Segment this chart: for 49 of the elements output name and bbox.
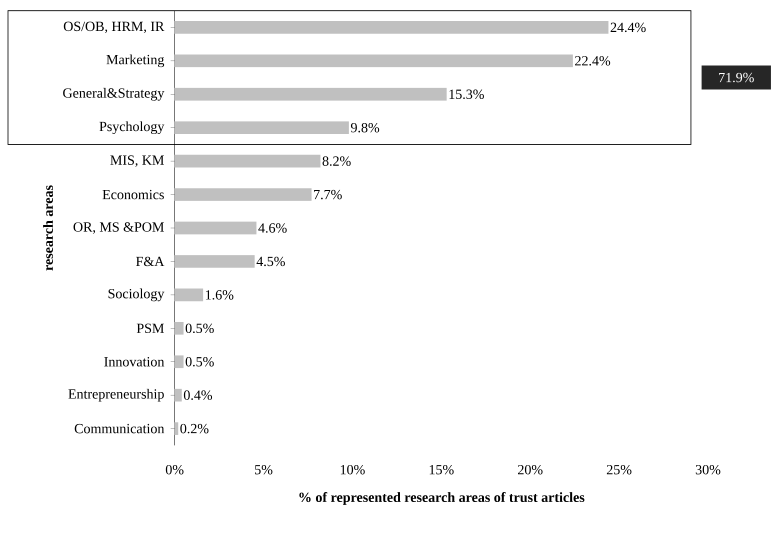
bar [174, 222, 256, 234]
data-label: 0.4% [184, 390, 212, 400]
x-tick-label: 10% [340, 464, 365, 474]
data-label: 4.6% [258, 223, 287, 233]
y-tick-label: F&A [136, 256, 164, 266]
y-tick-label: Innovation [104, 357, 164, 366]
y-tick-label: Sociology [108, 288, 164, 302]
x-axis-title: % of represented research areas of trust articles [299, 492, 584, 505]
bar [174, 355, 184, 368]
y-tick-label: OS/OB, HRM, IR [64, 22, 164, 34]
bar [174, 288, 204, 302]
x-tick-label: 20% [518, 464, 543, 474]
bar [174, 54, 573, 68]
data-label: 0.5% [186, 324, 214, 334]
text: 71.9% [719, 72, 754, 82]
data-label: 7.7% [314, 190, 342, 200]
y-tick-label: Entrepreneurship [68, 388, 164, 402]
data-label: 1.6% [206, 290, 234, 300]
y-tick-label: Economics [102, 190, 164, 200]
bar [174, 322, 184, 335]
bar [174, 121, 349, 134]
data-label: 0.5% [186, 357, 214, 366]
x-tick-label: 5% [255, 464, 272, 474]
data-label: 15.3% [450, 90, 484, 100]
bar [174, 88, 447, 101]
bar [174, 21, 608, 34]
y-tick-label: Psychology [99, 121, 164, 134]
y-tick-label: OR, MS &POM [74, 222, 164, 234]
data-label: 24.4% [610, 22, 646, 32]
y-tick-label: Marketing [106, 54, 164, 68]
y-tick-label: General&Strategy [63, 88, 164, 101]
y-tick-label: MIS, KM [110, 155, 164, 167]
x-tick-label: 15% [430, 464, 454, 474]
bar [174, 188, 312, 201]
bar [174, 422, 178, 435]
data-label: 8.2% [322, 156, 351, 166]
data-label: 0.2% [180, 424, 208, 434]
x-tick-label: 0% [166, 464, 184, 474]
data-label: 22.4% [575, 56, 610, 66]
data-label: 4.5% [256, 256, 285, 266]
data-label: 9.8% [350, 122, 380, 132]
y-tick-label: Communication [74, 424, 164, 434]
bar [174, 255, 255, 268]
x-tick-label: 30% [696, 464, 720, 474]
x-tick-label: 25% [606, 464, 632, 474]
bar [174, 154, 320, 168]
y-axis-title: research areas [43, 185, 53, 271]
y-tick-label: PSM [136, 324, 164, 334]
bar [174, 388, 182, 402]
